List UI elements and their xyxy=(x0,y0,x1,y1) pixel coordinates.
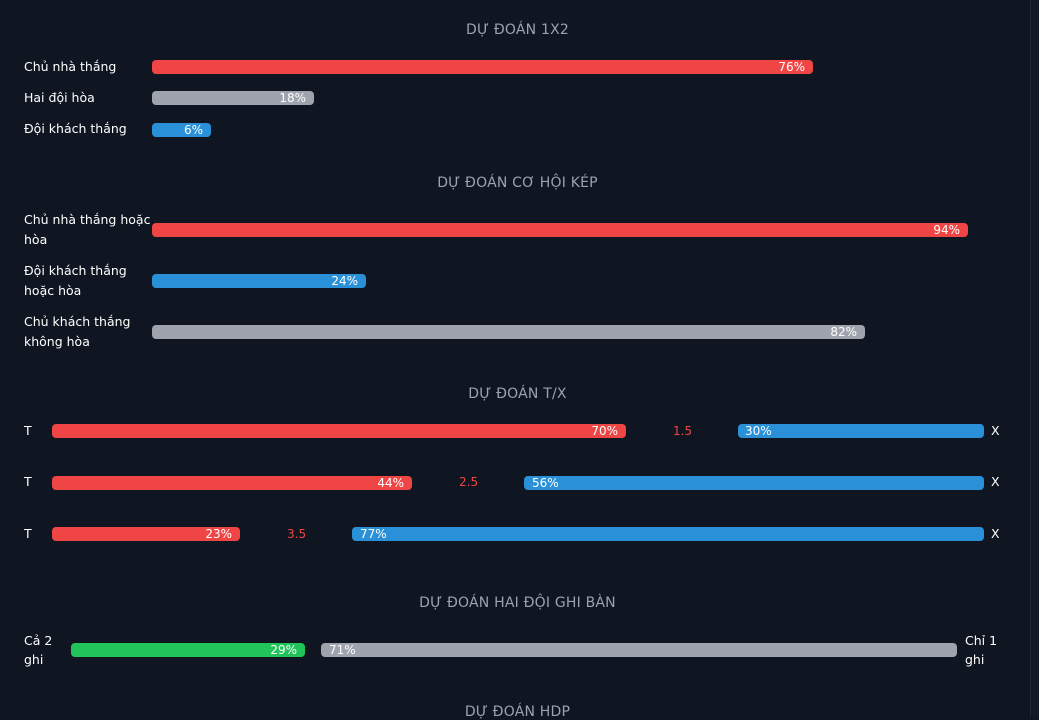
bar-under-1-5: 30% xyxy=(738,424,984,438)
label-no-draw-line1: Chủ khách thắng xyxy=(24,314,131,329)
label-both-score: Cả 2 ghi xyxy=(24,631,52,669)
value-home-or-draw: 94% xyxy=(933,223,960,237)
bar-over-2-5: 44% xyxy=(52,476,412,490)
label-away-or-draw-line1: Đội khách thắng xyxy=(24,263,127,278)
label-away-win: Đội khách thắng xyxy=(24,121,127,136)
bar-home-win: 76% xyxy=(152,60,813,74)
bar-one-score: 71% xyxy=(321,643,957,657)
label-away-or-draw: Đội khách thắng hoặc hòa xyxy=(24,261,127,301)
label-home-or-draw-line2: hòa xyxy=(24,232,48,247)
section-title-over-under: DỰ ĐOÁN T/X xyxy=(468,386,567,402)
bar-over-3-5: 23% xyxy=(52,527,240,541)
tx-line-3-5: 3.5 xyxy=(287,527,307,541)
bar-under-2-5: 56% xyxy=(524,476,984,490)
value-one-score: 71% xyxy=(329,643,356,657)
bar-away-or-draw: 24% xyxy=(152,274,366,288)
label-one-score-line2: ghi xyxy=(965,652,985,667)
bar-no-draw: 82% xyxy=(152,325,865,339)
value-no-draw: 82% xyxy=(830,325,857,339)
value-away-win: 6% xyxy=(183,123,203,137)
value-under-3-5: 77% xyxy=(360,527,387,541)
value-draw: 18% xyxy=(279,91,306,105)
bar-away-win: 6% xyxy=(152,123,211,137)
label-home-win: Chủ nhà thắng xyxy=(24,59,117,74)
tx-over-letter-1: T xyxy=(24,423,32,438)
tx-under-letter-1: X xyxy=(991,423,1000,438)
label-draw: Hai đội hòa xyxy=(24,90,95,105)
tx-under-letter-3: X xyxy=(991,526,1000,541)
label-one-score: Chỉ 1 ghi xyxy=(965,631,997,669)
section-title-double-chance: DỰ ĐOÁN CƠ HỘI KÉP xyxy=(437,175,598,191)
tx-over-letter-3: T xyxy=(24,526,32,541)
label-away-or-draw-line2: hoặc hòa xyxy=(24,283,82,298)
tx-line-2-5: 2.5 xyxy=(459,475,479,489)
bar-home-or-draw: 94% xyxy=(152,223,968,237)
tx-over-letter-2: T xyxy=(24,474,32,489)
label-no-draw: Chủ khách thắng không hòa xyxy=(24,312,130,352)
tx-line-1-5: 1.5 xyxy=(673,424,693,438)
label-both-score-line1: Cả 2 xyxy=(24,633,53,648)
label-one-score-line1: Chỉ 1 xyxy=(965,633,998,648)
bar-over-1-5: 70% xyxy=(52,424,626,438)
label-home-or-draw: Chủ nhà thắng hoặc hòa xyxy=(24,210,150,250)
value-home-win: 76% xyxy=(778,60,805,74)
tx-under-letter-2: X xyxy=(991,474,1000,489)
bar-draw: 18% xyxy=(152,91,314,105)
label-home-or-draw-line1: Chủ nhà thắng hoặc xyxy=(24,212,151,227)
value-over-3-5: 23% xyxy=(205,527,232,541)
bar-under-3-5: 77% xyxy=(352,527,984,541)
value-away-or-draw: 24% xyxy=(331,274,358,288)
label-no-draw-line2: không hòa xyxy=(24,334,90,349)
value-under-2-5: 56% xyxy=(532,476,559,490)
value-both-score: 29% xyxy=(270,643,297,657)
section-title-handicap: DỰ ĐOÁN HDP xyxy=(464,704,571,720)
bar-both-score: 29% xyxy=(71,643,305,657)
section-title-both-teams-score: DỰ ĐOÁN HAI ĐỘI GHI BÀN xyxy=(419,595,616,611)
scrollbar-track[interactable] xyxy=(1030,0,1039,717)
value-over-1-5: 70% xyxy=(591,424,618,438)
section-title-1x2: DỰ ĐOÁN 1X2 xyxy=(466,22,569,38)
value-under-1-5: 30% xyxy=(745,424,772,438)
value-over-2-5: 44% xyxy=(377,476,404,490)
label-both-score-line2: ghi xyxy=(24,652,44,667)
